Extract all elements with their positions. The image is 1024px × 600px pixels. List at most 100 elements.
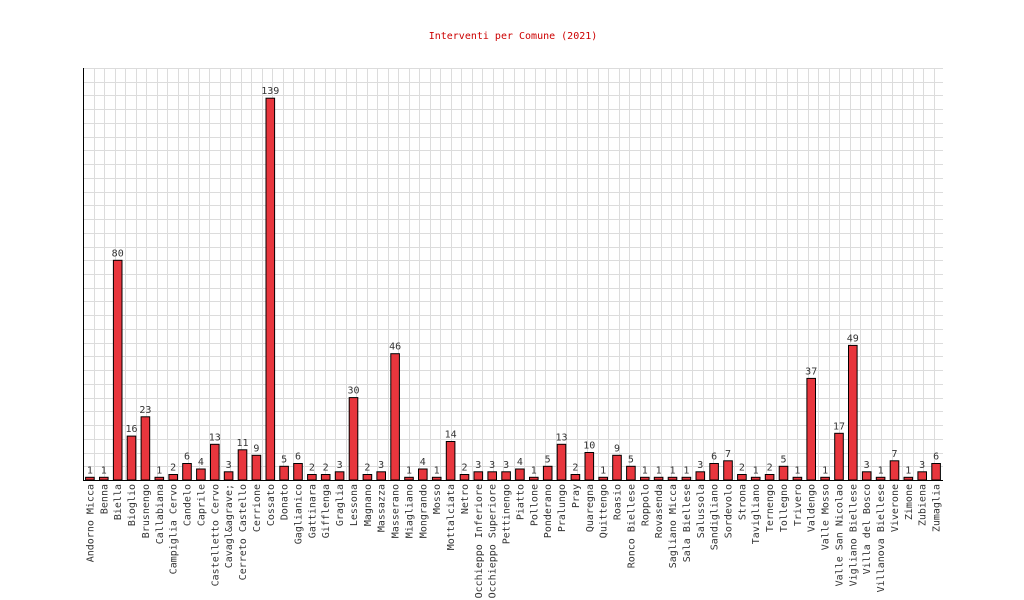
- value-label: 1: [600, 465, 606, 476]
- bar: [334, 471, 345, 481]
- category-label: Caprile: [196, 484, 207, 526]
- category-label: Trivero: [793, 484, 804, 526]
- value-label: 5: [628, 454, 634, 465]
- bar: [487, 471, 497, 481]
- category-label: Mosso: [432, 484, 443, 514]
- category-label: Piatto: [515, 484, 526, 520]
- bars: [85, 97, 941, 481]
- bar: [875, 476, 886, 481]
- bar: [848, 344, 858, 481]
- value-label: 13: [209, 432, 221, 443]
- value-label: 139: [261, 86, 279, 97]
- value-label: 14: [445, 430, 457, 441]
- category-label: Biella: [113, 484, 124, 520]
- value-label: 9: [614, 443, 620, 454]
- bar: [626, 465, 636, 481]
- category-label: Roasio: [613, 484, 624, 520]
- bar: [376, 471, 386, 481]
- category-label: Zumaglia: [932, 484, 943, 532]
- bar: [667, 476, 678, 481]
- value-label: 6: [295, 452, 301, 463]
- value-label: 3: [337, 460, 343, 471]
- category-label: Cavagl&agrave;: [224, 484, 235, 568]
- category-label: Occhieppo Inferiore: [474, 484, 485, 598]
- bar: [556, 443, 567, 481]
- value-label: 7: [725, 449, 731, 460]
- value-label: 1: [683, 465, 689, 476]
- category-label: Zubiena: [918, 484, 929, 526]
- value-label: 2: [170, 463, 176, 474]
- value-label: 80: [112, 248, 124, 259]
- value-label: 2: [309, 463, 315, 474]
- value-label: 3: [475, 460, 481, 471]
- value-label: 2: [739, 463, 745, 474]
- value-label: 2: [364, 463, 370, 474]
- category-label: Mottalciata: [446, 484, 457, 550]
- category-label: Ternengo: [765, 484, 776, 532]
- value-label: 1: [669, 465, 675, 476]
- category-label: Strona: [737, 484, 748, 520]
- category-label: Cerrione: [252, 484, 263, 532]
- value-label: 23: [139, 405, 151, 416]
- bar: [792, 476, 803, 481]
- category-label: Valle Mosso: [821, 484, 832, 550]
- bar: [362, 474, 373, 481]
- value-label: 1: [531, 465, 537, 476]
- category-label: Pettinengo: [502, 484, 513, 544]
- bar: [223, 471, 234, 481]
- bar: [750, 476, 761, 481]
- bar: [834, 432, 844, 481]
- value-label: 3: [378, 460, 384, 471]
- bar: [348, 397, 359, 481]
- value-label: 17: [833, 421, 845, 432]
- value-label: 6: [184, 452, 190, 463]
- value-label: 1: [642, 465, 648, 476]
- bar: [265, 97, 276, 481]
- bar: [889, 460, 900, 481]
- category-label: Gaglianico: [294, 484, 305, 544]
- value-label: 4: [420, 457, 426, 468]
- value-label: 1: [101, 465, 107, 476]
- category-label: Rovasenda: [654, 484, 665, 538]
- bar: [612, 454, 622, 481]
- value-label: 3: [864, 460, 870, 471]
- value-label: 5: [780, 454, 786, 465]
- bar: [806, 377, 817, 481]
- bar: [529, 476, 539, 481]
- bar: [737, 474, 747, 481]
- value-label: 1: [794, 465, 800, 476]
- bar: [764, 474, 775, 481]
- bar: [279, 465, 289, 481]
- bar: [778, 465, 789, 481]
- bar: [182, 463, 192, 481]
- bar: [85, 476, 95, 481]
- category-label: Pray: [571, 484, 582, 508]
- grid: [83, 68, 943, 481]
- value-label: 3: [697, 460, 703, 471]
- category-label: Candelo: [183, 484, 194, 526]
- value-label: 9: [253, 443, 259, 454]
- bar: [653, 476, 664, 481]
- category-label: Miagliano: [405, 484, 416, 538]
- category-label: Masserano: [391, 484, 402, 538]
- category-label: Sala Biellese: [682, 484, 693, 562]
- value-label: 1: [434, 465, 440, 476]
- bar: [390, 353, 400, 481]
- bar: [140, 416, 151, 481]
- category-label: Sagliano Micca: [668, 484, 679, 568]
- bar: [112, 259, 123, 481]
- value-label: 1: [822, 465, 828, 476]
- bar: [307, 474, 317, 481]
- bar: [210, 443, 220, 481]
- bar: [293, 463, 303, 481]
- bar: [404, 476, 414, 481]
- category-label: Vigliano Biellese: [848, 484, 859, 586]
- value-label: 6: [711, 452, 717, 463]
- category-label: Andorno Micca: [85, 484, 96, 562]
- bar: [501, 471, 511, 481]
- value-label: 3: [489, 460, 495, 471]
- bar: [681, 476, 692, 481]
- category-label: Villa del Bosco: [862, 484, 873, 574]
- value-label: 30: [347, 386, 359, 397]
